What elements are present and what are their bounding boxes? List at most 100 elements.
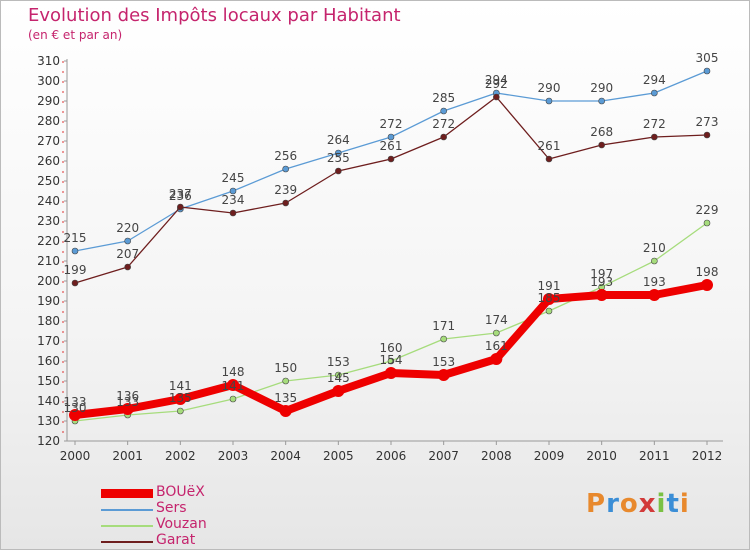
data-point-garat (335, 167, 342, 175)
legend-swatch (101, 489, 153, 498)
data-point-sers (545, 97, 553, 105)
x-tick-label: 2011 (639, 449, 670, 463)
data-point-garat (651, 133, 658, 141)
x-tick-label: 2002 (165, 449, 196, 463)
legend-label: Sers (156, 500, 187, 516)
data-label-garat: 239 (274, 183, 297, 197)
data-label-garat: 237 (169, 187, 192, 201)
y-tick-label: 280 (37, 114, 60, 128)
data-point-sers (124, 237, 131, 245)
y-tick-label: 200 (37, 274, 60, 288)
data-label-sers: 236 (169, 189, 192, 203)
data-point-garat (229, 209, 237, 217)
data-label-boux: 136 (116, 389, 139, 403)
data-label-sers: 264 (327, 133, 350, 147)
data-point-boux (648, 289, 661, 301)
data-label-vouzan: 160 (380, 341, 403, 355)
y-tick-label: 180 (37, 314, 60, 328)
data-point-boux (69, 409, 81, 421)
y-tick-label: 230 (37, 214, 60, 228)
data-point-garat (545, 155, 553, 163)
y-tick-label: 240 (37, 194, 60, 208)
data-label-garat: 199 (64, 263, 87, 277)
data-point-garat (598, 141, 605, 149)
y-tick-label: 290 (37, 94, 60, 108)
x-tick-label: 2006 (376, 449, 407, 463)
data-point-boux (174, 393, 187, 405)
data-point-boux (490, 353, 503, 365)
y-tick-label: 220 (37, 234, 60, 248)
y-tick-label: 270 (37, 134, 60, 148)
data-label-boux: 153 (432, 355, 455, 369)
data-label-garat: 268 (590, 125, 613, 139)
legend-item: Vouzan (101, 516, 301, 533)
proxiti-logo: Proxiti (586, 489, 690, 519)
y-tick-label: 190 (37, 294, 60, 308)
y-tick-label: 210 (37, 254, 60, 268)
data-label-vouzan: 153 (327, 355, 350, 369)
y-tick-label: 300 (37, 74, 60, 88)
data-point-boux (332, 385, 345, 397)
data-point-boux (437, 369, 450, 381)
data-label-vouzan: 141 (222, 379, 245, 393)
data-point-sers (335, 149, 342, 157)
data-point-boux (595, 289, 608, 301)
data-label-garat: 273 (696, 115, 719, 129)
data-point-vouzan (229, 395, 237, 403)
x-tick-label: 2007 (428, 449, 459, 463)
data-point-sers (71, 247, 79, 255)
logo-letter: t (666, 489, 680, 519)
data-label-sers: 294 (643, 73, 666, 87)
data-point-vouzan (177, 407, 184, 415)
data-label-boux: 133 (64, 395, 87, 409)
x-tick-label: 2009 (534, 449, 565, 463)
data-label-sers: 245 (222, 171, 245, 185)
data-point-garat (282, 199, 289, 207)
x-tick-label: 2000 (60, 449, 91, 463)
logo-letter: i (679, 489, 690, 519)
data-point-boux (121, 403, 134, 415)
legend-label: Garat (156, 532, 196, 548)
logo-letter: r (606, 489, 620, 519)
data-point-sers (598, 97, 605, 105)
data-label-boux: 198 (696, 265, 719, 279)
legend-label: Vouzan (156, 516, 207, 532)
data-label-garat: 272 (643, 117, 666, 131)
legend-item: BOUëX (101, 484, 301, 501)
data-point-vouzan (493, 329, 500, 337)
legend-item: Garat (101, 532, 301, 549)
data-point-boux (227, 379, 239, 391)
x-tick-label: 2001 (112, 449, 143, 463)
data-label-sers: 256 (274, 149, 297, 163)
data-point-garat (177, 203, 184, 211)
data-point-sers (387, 133, 395, 141)
data-label-boux: 161 (485, 339, 508, 353)
data-point-garat (71, 279, 79, 287)
data-label-vouzan: 210 (643, 241, 666, 255)
data-label-vouzan: 133 (116, 395, 139, 409)
x-tick-label: 2003 (218, 449, 249, 463)
data-label-garat: 234 (222, 193, 245, 207)
data-point-vouzan (387, 357, 395, 365)
logo-letter: P (586, 489, 607, 519)
logo-letter: o (619, 489, 639, 519)
data-point-vouzan (335, 371, 342, 379)
y-tick-label: 250 (37, 174, 60, 188)
data-label-vouzan: 171 (432, 319, 455, 333)
data-label-garat: 272 (432, 117, 455, 131)
x-tick-label: 2005 (323, 449, 354, 463)
data-label-garat: 292 (485, 77, 508, 91)
x-tick-label: 2004 (270, 449, 301, 463)
data-label-boux: 141 (169, 379, 192, 393)
data-point-sers (703, 67, 711, 75)
data-label-boux: 135 (274, 391, 297, 405)
data-label-boux: 145 (327, 371, 350, 385)
chart-legend: BOUëX Sers Vouzan Garat (101, 484, 301, 549)
data-point-sers (282, 165, 289, 173)
data-point-vouzan (651, 257, 658, 265)
data-label-vouzan: 150 (274, 361, 297, 375)
legend-label: BOUëX (156, 484, 205, 500)
data-point-boux (385, 367, 397, 379)
y-tick-label: 130 (37, 414, 60, 428)
